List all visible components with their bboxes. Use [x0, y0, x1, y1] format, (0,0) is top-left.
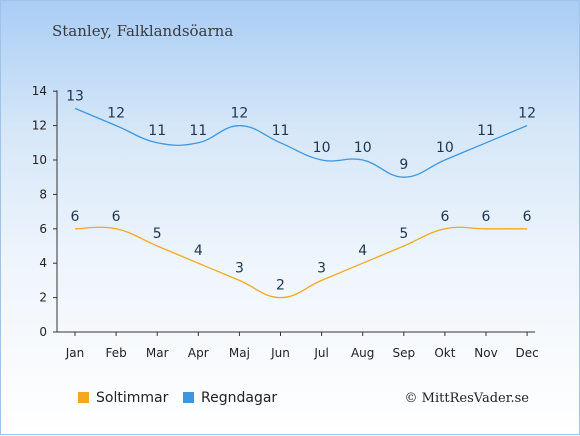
data-label-regndagar: 10 — [313, 140, 331, 156]
data-label-regndagar: 12 — [107, 106, 125, 122]
legend-label-soltimmar: Soltimmar — [96, 390, 169, 406]
x-tick-label: Apr — [188, 346, 209, 360]
y-tick-label: 2 — [39, 291, 47, 305]
data-label-soltimmar: 3 — [235, 260, 244, 276]
y-tick-label: 14 — [32, 84, 47, 98]
data-label-regndagar: 13 — [66, 88, 84, 104]
x-tick-label: Jan — [65, 346, 85, 360]
x-tick-label: Jun — [270, 346, 290, 360]
y-tick-label: 8 — [39, 187, 47, 201]
y-tick-label: 12 — [32, 119, 47, 133]
x-tick-label: Sep — [392, 346, 415, 360]
legend-swatch-soltimmar — [78, 392, 89, 403]
data-label-soltimmar: 3 — [317, 260, 326, 276]
y-tick-label: 6 — [39, 222, 47, 236]
x-tick-label: Dec — [515, 346, 538, 360]
legend-item-soltimmar: Soltimmar — [78, 390, 168, 406]
x-tick-label: Maj — [229, 346, 250, 360]
data-label-soltimmar: 6 — [112, 209, 121, 225]
series-line-regndagar — [74, 107, 528, 178]
data-label-soltimmar: 4 — [358, 243, 367, 259]
legend-item-regndagar: Regndagar — [183, 390, 277, 406]
legend-label-regndagar: Regndagar — [201, 390, 278, 406]
x-tick-label: Okt — [434, 346, 455, 360]
data-label-regndagar: 11 — [272, 123, 290, 139]
x-tick-label: Mar — [146, 346, 169, 360]
credit-text: © MittResVader.se — [404, 391, 529, 406]
data-label-soltimmar: 5 — [399, 226, 408, 242]
data-label-soltimmar: 2 — [276, 278, 285, 294]
x-tick-label: Jul — [313, 346, 328, 360]
data-label-soltimmar: 6 — [440, 209, 449, 225]
y-tick-label: 4 — [39, 256, 47, 270]
legend-swatch-regndagar — [183, 392, 194, 403]
data-label-soltimmar: 4 — [194, 243, 203, 259]
x-tick-label: Feb — [105, 346, 126, 360]
y-tick-label: 0 — [39, 325, 47, 339]
x-tick-label: Aug — [351, 346, 374, 360]
data-label-regndagar: 11 — [148, 123, 166, 139]
data-label-regndagar: 10 — [436, 140, 454, 156]
x-tick-label: Nov — [474, 346, 497, 360]
series-line-soltimmar — [74, 226, 528, 299]
data-label-soltimmar: 5 — [153, 226, 162, 242]
data-label-soltimmar: 6 — [523, 209, 532, 225]
data-label-regndagar: 10 — [354, 140, 372, 156]
data-label-regndagar: 12 — [230, 106, 248, 122]
data-label-regndagar: 12 — [518, 106, 536, 122]
data-label-soltimmar: 6 — [71, 209, 80, 225]
data-label-soltimmar: 6 — [482, 209, 491, 225]
chart-title: Stanley, Falklandsöarna — [52, 22, 234, 40]
data-label-regndagar: 11 — [477, 123, 495, 139]
data-label-regndagar: 9 — [399, 157, 408, 173]
y-tick-label: 10 — [32, 153, 47, 167]
data-label-regndagar: 11 — [189, 123, 207, 139]
